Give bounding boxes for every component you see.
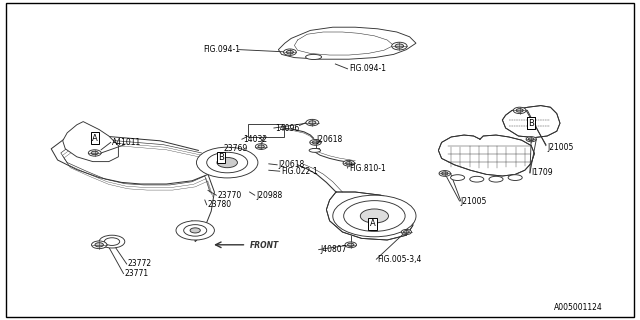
Circle shape	[207, 152, 248, 173]
Text: 23770: 23770	[218, 191, 242, 200]
Circle shape	[99, 235, 125, 248]
Text: A005001124: A005001124	[554, 303, 602, 312]
Ellipse shape	[489, 176, 503, 182]
Text: B: B	[528, 119, 534, 128]
Circle shape	[439, 171, 451, 176]
Text: J21005: J21005	[461, 197, 487, 206]
Ellipse shape	[508, 175, 522, 180]
Text: FIG.094-1: FIG.094-1	[349, 64, 386, 73]
Text: FRONT: FRONT	[250, 241, 279, 250]
Circle shape	[516, 109, 524, 112]
Circle shape	[176, 221, 214, 240]
Circle shape	[287, 51, 294, 54]
Circle shape	[92, 241, 107, 249]
Circle shape	[404, 231, 409, 233]
Text: J40807: J40807	[320, 245, 346, 254]
Text: FIG.022-1: FIG.022-1	[282, 167, 318, 176]
Circle shape	[526, 137, 536, 142]
Circle shape	[442, 172, 448, 175]
Polygon shape	[326, 192, 413, 240]
Text: B: B	[528, 119, 534, 128]
Text: J21005: J21005	[547, 143, 573, 152]
Circle shape	[258, 145, 264, 148]
Circle shape	[306, 119, 319, 126]
Circle shape	[513, 107, 526, 114]
Circle shape	[346, 162, 352, 165]
Circle shape	[333, 195, 416, 237]
Text: FIG.005-3,4: FIG.005-3,4	[378, 255, 422, 264]
Polygon shape	[502, 106, 560, 138]
Text: 23771: 23771	[125, 269, 149, 278]
Text: 23772: 23772	[128, 260, 152, 268]
Circle shape	[312, 141, 319, 144]
Text: J20988: J20988	[256, 191, 282, 200]
Text: A: A	[92, 134, 97, 143]
Text: A: A	[370, 220, 375, 228]
Text: FIG.810-1: FIG.810-1	[349, 164, 385, 172]
Text: FIG.094-1: FIG.094-1	[203, 45, 240, 54]
Ellipse shape	[451, 175, 465, 180]
Bar	[248, 124, 284, 137]
Circle shape	[190, 228, 200, 233]
Circle shape	[95, 243, 104, 247]
Circle shape	[88, 150, 101, 156]
Ellipse shape	[470, 176, 484, 182]
Circle shape	[104, 238, 120, 245]
Circle shape	[284, 49, 296, 55]
Circle shape	[345, 242, 356, 248]
Circle shape	[401, 229, 412, 235]
Text: 23769: 23769	[224, 144, 248, 153]
Circle shape	[310, 140, 321, 145]
Text: 23780: 23780	[208, 200, 232, 209]
Circle shape	[529, 138, 534, 140]
Circle shape	[309, 121, 316, 124]
Circle shape	[395, 44, 404, 48]
Circle shape	[392, 42, 407, 50]
Circle shape	[91, 151, 99, 155]
Text: 14096: 14096	[275, 124, 300, 132]
Text: J20618: J20618	[278, 160, 305, 169]
Circle shape	[255, 144, 267, 149]
Circle shape	[360, 209, 388, 223]
Circle shape	[343, 160, 355, 166]
Circle shape	[196, 147, 258, 178]
Polygon shape	[63, 122, 118, 162]
Circle shape	[344, 201, 405, 231]
Text: B: B	[218, 153, 224, 162]
Text: A41011: A41011	[112, 138, 141, 147]
Polygon shape	[438, 135, 534, 176]
Circle shape	[217, 157, 237, 168]
Text: I1709: I1709	[531, 168, 553, 177]
Text: J20618: J20618	[317, 135, 343, 144]
Circle shape	[348, 243, 354, 246]
Polygon shape	[278, 27, 416, 59]
Ellipse shape	[306, 54, 322, 60]
Ellipse shape	[309, 148, 321, 152]
Text: 14032: 14032	[243, 135, 268, 144]
Circle shape	[184, 225, 207, 236]
